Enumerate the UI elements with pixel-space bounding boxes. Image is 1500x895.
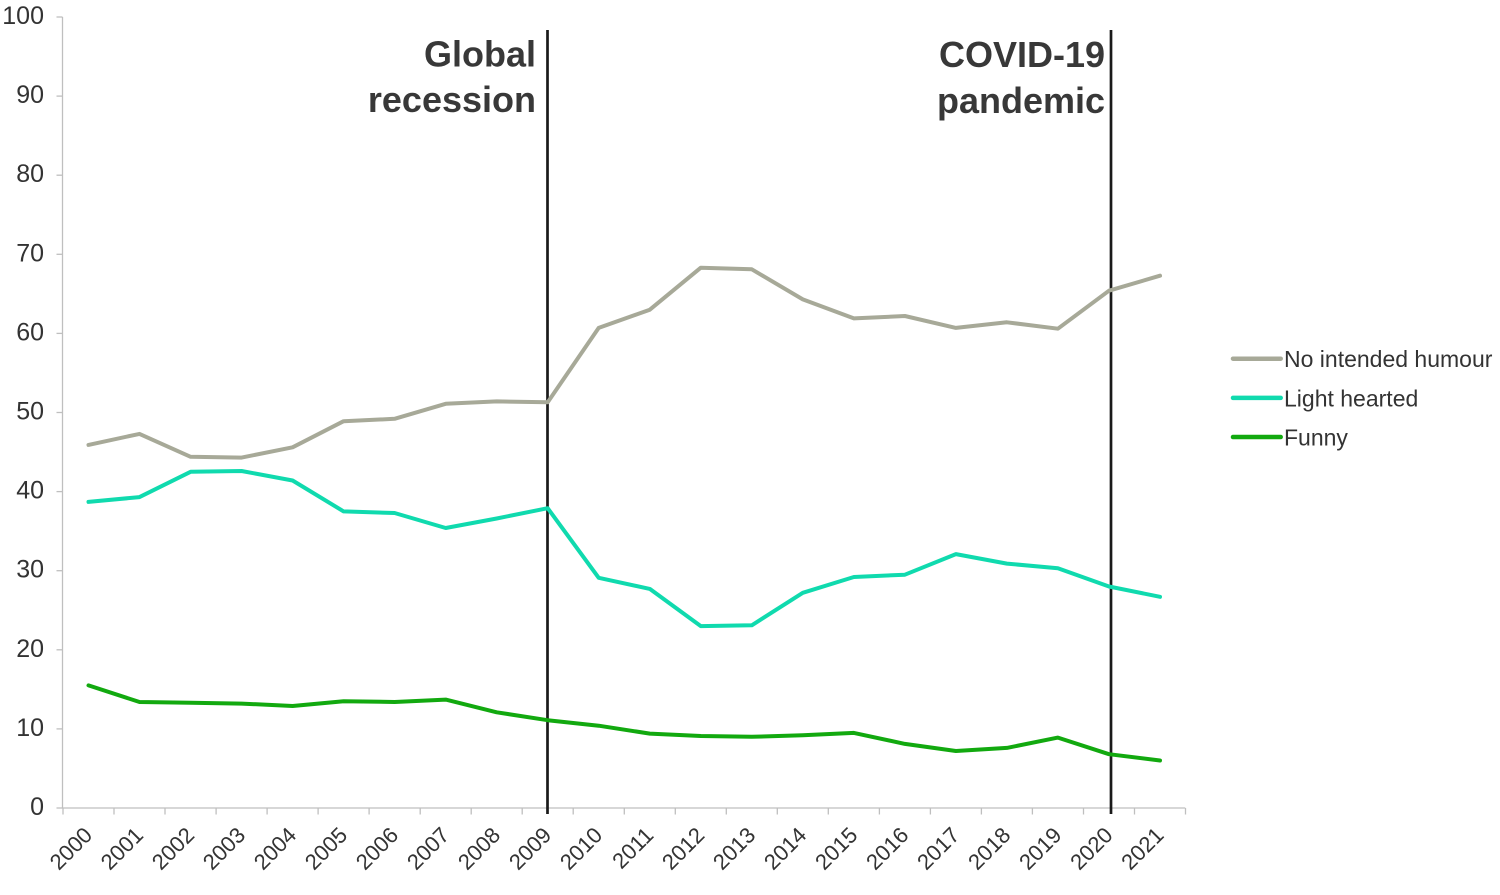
svg-text:2002: 2002 — [147, 822, 199, 874]
svg-text:2018: 2018 — [963, 822, 1015, 874]
svg-text:2009: 2009 — [504, 822, 556, 874]
svg-text:2016: 2016 — [861, 822, 913, 874]
svg-text:2013: 2013 — [708, 822, 760, 874]
svg-text:2021: 2021 — [1116, 822, 1168, 874]
svg-text:Global: Global — [424, 34, 536, 75]
svg-text:90: 90 — [16, 81, 44, 109]
svg-text:40: 40 — [16, 477, 44, 505]
svg-text:2006: 2006 — [351, 822, 403, 874]
svg-text:100: 100 — [2, 2, 44, 30]
svg-text:2015: 2015 — [810, 822, 862, 874]
svg-text:2004: 2004 — [249, 822, 301, 874]
svg-text:60: 60 — [16, 318, 44, 346]
svg-text:70: 70 — [16, 239, 44, 267]
svg-text:No intended humour: No intended humour — [1284, 346, 1493, 372]
svg-text:recession: recession — [368, 79, 536, 120]
svg-text:2020: 2020 — [1065, 822, 1117, 874]
svg-text:2007: 2007 — [402, 822, 454, 874]
svg-text:50: 50 — [16, 398, 44, 426]
svg-text:Light hearted: Light hearted — [1284, 385, 1418, 411]
svg-text:80: 80 — [16, 160, 44, 188]
svg-text:10: 10 — [16, 714, 44, 742]
svg-text:2003: 2003 — [198, 822, 250, 874]
svg-text:2005: 2005 — [300, 822, 352, 874]
svg-text:COVID-19: COVID-19 — [939, 34, 1105, 75]
svg-text:2010: 2010 — [555, 822, 607, 874]
svg-text:2001: 2001 — [96, 822, 148, 874]
svg-text:pandemic: pandemic — [937, 80, 1105, 121]
svg-text:2011: 2011 — [607, 822, 658, 873]
svg-text:2012: 2012 — [657, 822, 709, 874]
svg-text:20: 20 — [16, 635, 44, 663]
svg-text:Funny: Funny — [1284, 424, 1348, 450]
svg-text:2019: 2019 — [1014, 822, 1066, 874]
svg-text:2000: 2000 — [45, 822, 97, 874]
svg-text:2014: 2014 — [759, 822, 811, 874]
svg-text:2017: 2017 — [912, 822, 964, 874]
svg-text:2008: 2008 — [453, 822, 505, 874]
svg-text:30: 30 — [16, 556, 44, 584]
svg-text:0: 0 — [30, 793, 44, 821]
